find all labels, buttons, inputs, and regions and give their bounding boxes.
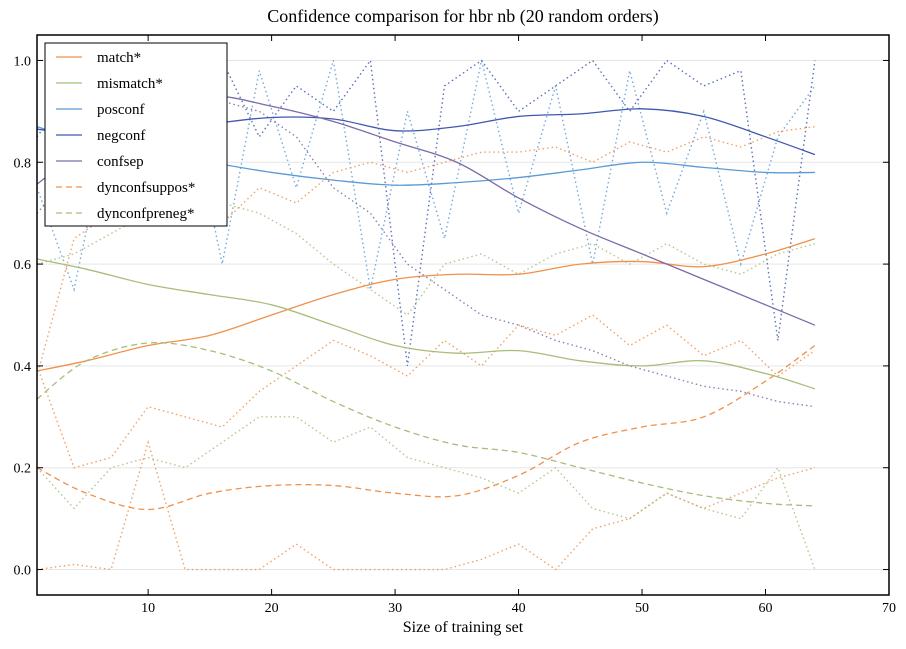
- y-tick-label: 0.4: [14, 360, 32, 375]
- x-tick-label: 50: [635, 601, 649, 616]
- x-tick-label: 60: [759, 601, 773, 616]
- legend-label: dynconfpreneg*: [97, 206, 194, 222]
- legend-label: mismatch*: [97, 76, 163, 92]
- run-line: [36, 202, 816, 316]
- legend-label: posconf: [97, 102, 145, 118]
- y-tick-label: 0.2: [14, 462, 32, 477]
- run-line: [36, 439, 816, 571]
- legend-label: confsep: [97, 154, 144, 170]
- y-tick-label: 0.8: [14, 156, 32, 171]
- legend-label: dynconfsuppos*: [97, 180, 195, 196]
- series-line-dynconfsuppos: [36, 345, 816, 511]
- y-tick-label: 1.0: [14, 54, 32, 69]
- series-line-match: [36, 238, 816, 372]
- x-tick-label: 40: [512, 601, 526, 616]
- legend-label: negconf: [97, 128, 145, 144]
- run-line: [36, 314, 816, 469]
- x-tick-label: 10: [141, 601, 155, 616]
- run-line: [36, 125, 816, 377]
- x-tick-label: 30: [388, 601, 402, 616]
- x-axis-label: Size of training set: [403, 619, 524, 636]
- axis-ticks: 0.0 0.2 0.4 0.6 0.8 1.0 10 20 30 40 50 60 70: [14, 35, 896, 616]
- run-line: [36, 416, 816, 570]
- y-tick-label: 0.6: [14, 258, 32, 273]
- series-line-mismatch: [36, 258, 816, 390]
- legend-label: match*: [97, 50, 141, 66]
- y-tick-label: 0.0: [14, 564, 32, 579]
- x-tick-label: 70: [882, 601, 896, 616]
- x-tick-label: 20: [265, 601, 279, 616]
- legend: match* mismatch* posconf negconf confsep dync…: [44, 42, 228, 227]
- chart-title: Confidence comparison for hbr nb (20 ran…: [267, 6, 658, 27]
- plot-frame: [36, 34, 890, 596]
- series-line-dynconfpreneg: [36, 341, 815, 507]
